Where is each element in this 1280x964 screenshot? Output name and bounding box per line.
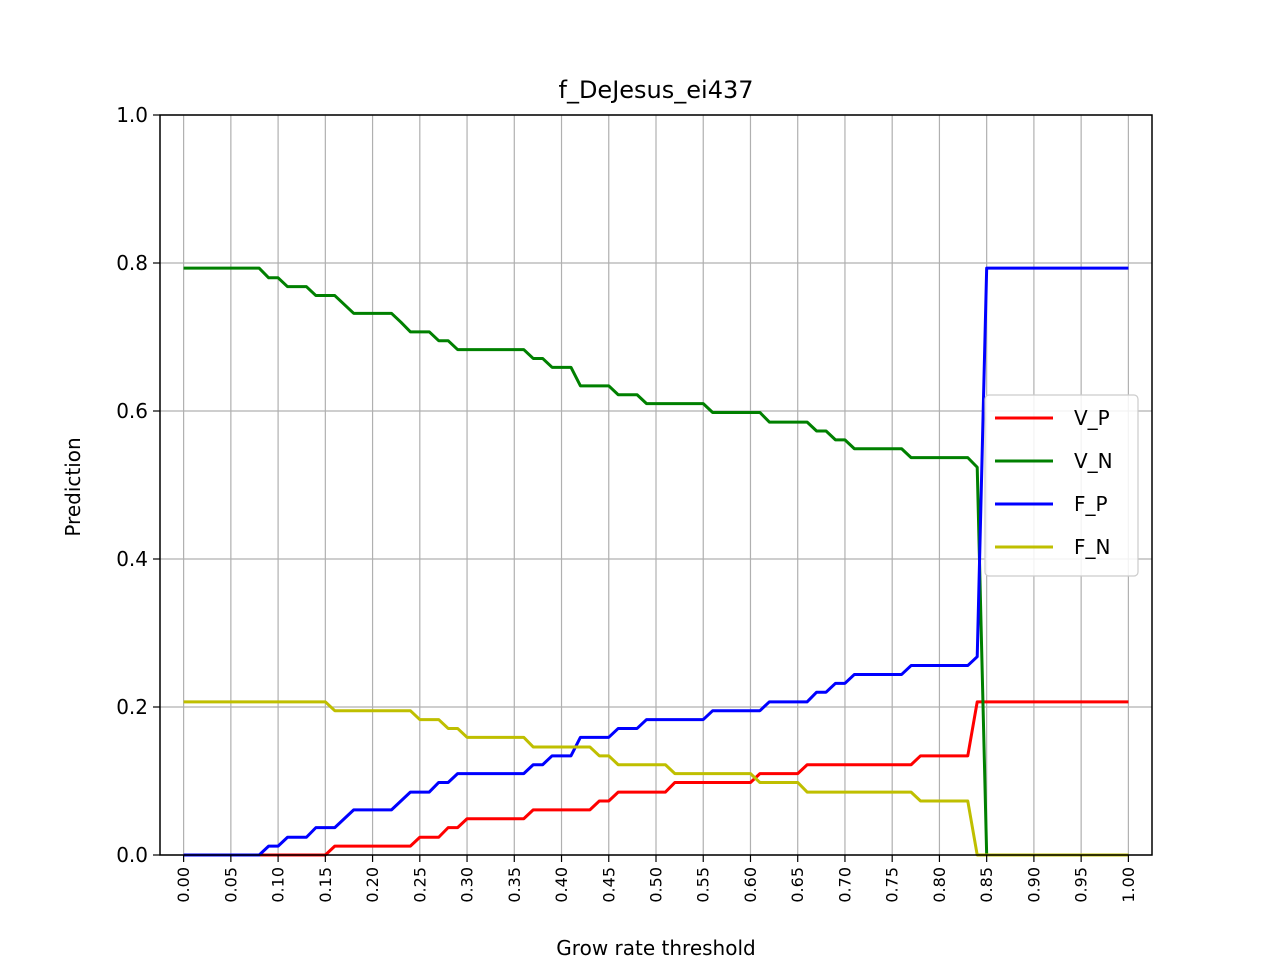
legend-box [984, 394, 1139, 577]
x-tick-label: 0.20 [363, 867, 382, 903]
x-tick-label: 1.00 [1119, 867, 1138, 903]
legend-label: F_P [1074, 492, 1108, 516]
x-tick-label: 0.75 [883, 867, 902, 903]
y-axis-label: Prediction [61, 437, 85, 536]
series-line-f-p [183, 266, 1129, 857]
x-tick-label: 0.45 [599, 867, 618, 903]
series-line-f-n [183, 700, 1129, 857]
legend-label: V_P [1074, 406, 1110, 430]
x-tick-label: 0.15 [316, 867, 335, 903]
x-tick-label: 0.10 [269, 867, 288, 903]
x-tick-label: 0.50 [647, 867, 666, 903]
y-tick-label: 0.0 [116, 843, 148, 867]
y-tick-label: 0.6 [116, 399, 148, 423]
y-tick-label: 0.4 [116, 547, 148, 571]
x-tick-label: 0.30 [458, 867, 477, 903]
x-tick-label: 0.25 [410, 867, 429, 903]
series-line-v-n [183, 266, 1129, 857]
x-tick-label: 0.00 [174, 867, 193, 903]
x-tick-label: 0.35 [505, 867, 524, 903]
x-tick-label: 0.05 [221, 867, 240, 903]
x-tick-label: 0.95 [1072, 867, 1091, 903]
x-tick-label: 0.80 [930, 867, 949, 903]
legend-label: V_N [1074, 449, 1113, 473]
chart-title: f_DeJesus_ei437 [559, 76, 754, 104]
y-tick-label: 0.8 [116, 251, 148, 275]
x-tick-label: 0.40 [552, 867, 571, 903]
y-tick-label: 0.2 [116, 695, 148, 719]
x-tick-label: 0.85 [977, 867, 996, 903]
legend: V_P V_N F_P F_N [984, 394, 1139, 577]
x-tick-label: 0.65 [788, 867, 807, 903]
ticks: 0.00 0.05 0.10 0.15 0.20 0.25 0.30 0.35 0.40 0.45… [116, 103, 1138, 903]
x-tick-label: 0.60 [741, 867, 760, 903]
x-tick-label: 0.55 [694, 867, 713, 903]
x-axis-label: Grow rate threshold [556, 936, 755, 960]
x-tick-label: 0.70 [835, 867, 854, 903]
series-layer [183, 266, 1129, 857]
y-tick-label: 1.0 [116, 103, 148, 127]
series-line-v-p [183, 700, 1129, 857]
legend-label: F_N [1074, 535, 1110, 559]
x-tick-label: 0.90 [1024, 867, 1043, 903]
